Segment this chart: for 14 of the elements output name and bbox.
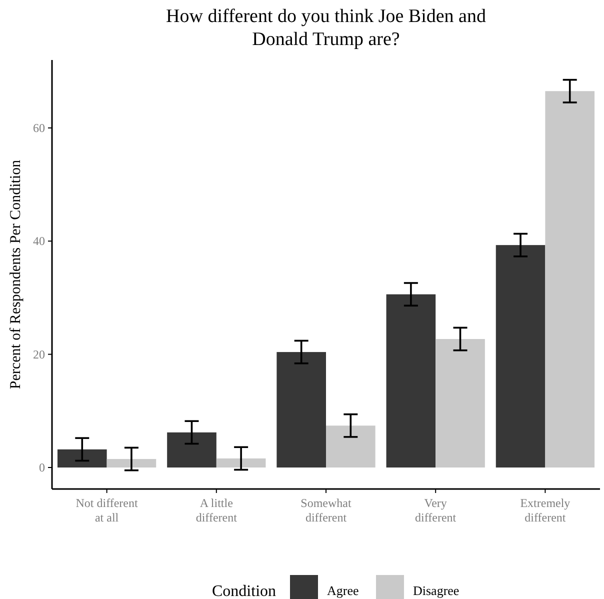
y-tick-label: 20: [33, 347, 45, 362]
x-tick-label: Extremely different: [520, 496, 570, 524]
legend-label: Agree: [327, 583, 359, 598]
y-tick-label: 60: [33, 120, 45, 135]
x-tick-label: Not different at all: [76, 496, 139, 524]
y-axis-title: Percent of Respondents Per Condition: [8, 159, 24, 390]
chart-title: How different do you think Joe Biden and Donald Trump are?: [166, 6, 486, 50]
y-tick-label: 0: [39, 460, 45, 474]
y-tick-label: 40: [33, 234, 45, 248]
legend-label: Disagree: [413, 583, 460, 598]
x-tick-label: Very different: [415, 496, 457, 524]
legend-title: Condition: [212, 583, 276, 599]
x-tick-label: A little different: [196, 496, 238, 524]
x-tick-label: Somewhat different: [300, 496, 352, 524]
